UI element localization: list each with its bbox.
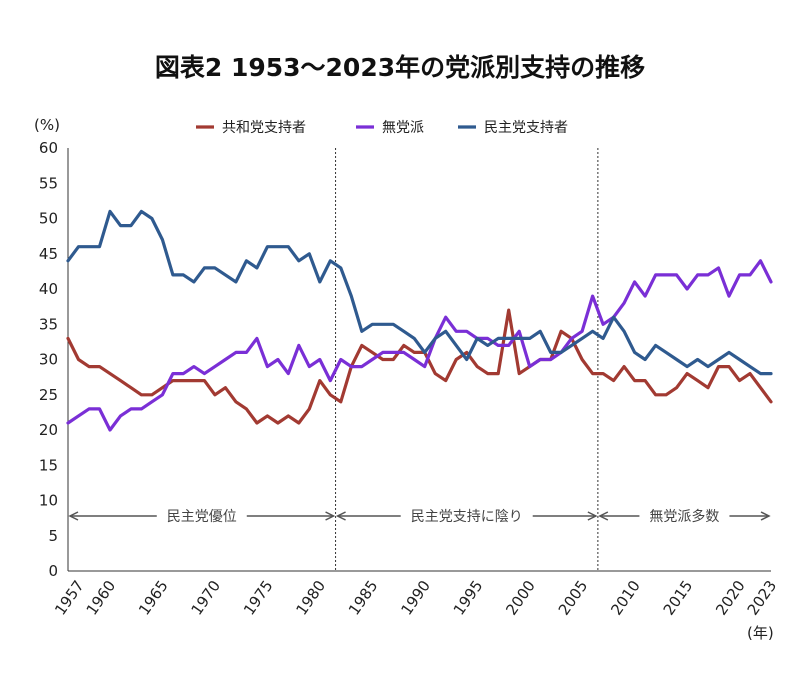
- arrow-head-right: [587, 511, 598, 521]
- y-tick-label: 35: [39, 315, 58, 333]
- arrow-head-left: [68, 511, 79, 521]
- period-label: 民主党優位: [167, 509, 237, 525]
- x-tick-label: 2015: [660, 577, 697, 619]
- period-annotations: 民主党優位 民主党支持に陰り 無党派多数: [68, 508, 771, 525]
- x-tick-label: 1985: [345, 577, 382, 619]
- y-tick-label: 30: [39, 351, 58, 369]
- axes: [67, 148, 771, 572]
- chart-title: 図表2 1953～2023年の党派別支持の推移: [154, 53, 646, 82]
- x-tick-label: 1957: [51, 577, 88, 619]
- y-tick-label: 55: [39, 174, 58, 192]
- x-tick-label: 1965: [135, 577, 172, 619]
- x-tick-label: 2010: [607, 577, 644, 619]
- x-tick-label: 2000: [502, 577, 539, 619]
- arrow-head-right: [760, 511, 771, 521]
- y-axis-ticks: 0 5 10 15 20 25 30 35 40 45 50 55 60: [39, 139, 58, 580]
- y-tick-label: 15: [39, 456, 58, 474]
- legend-label-2: 民主党支持者: [484, 120, 568, 136]
- legend-label-0: 共和党支持者: [222, 120, 306, 136]
- y-tick-label: 10: [39, 492, 58, 510]
- y-tick-label: 20: [39, 421, 58, 439]
- x-tick-label: 1970: [188, 577, 225, 619]
- y-tick-label: 40: [39, 280, 58, 298]
- period-label: 民主党支持に陰り: [411, 509, 523, 525]
- y-axis-unit-label: (%): [34, 116, 60, 134]
- x-tick-label: 1960: [83, 577, 120, 619]
- x-axis-unit-label: (年): [747, 624, 774, 642]
- arrow-head-right: [325, 511, 336, 521]
- y-tick-label: 45: [39, 245, 58, 263]
- legend-label-1: 無党派: [382, 120, 424, 136]
- series-line-0: [66, 308, 773, 425]
- x-tick-label: 2005: [555, 577, 592, 619]
- arrow-head-left: [335, 511, 346, 521]
- y-tick-label: 0: [48, 562, 58, 580]
- x-tick-label: 1975: [240, 577, 277, 619]
- x-tick-label: 1980: [292, 577, 329, 619]
- legend: 共和党支持者 無党派 民主党支持者: [196, 120, 568, 136]
- series-lines: [66, 209, 773, 432]
- x-tick-label: 2020: [712, 577, 749, 619]
- period-label: 無党派多数: [649, 508, 719, 525]
- x-tick-label: 1990: [397, 577, 434, 619]
- y-tick-label: 50: [39, 210, 58, 228]
- x-tick-label: 2023: [744, 577, 781, 619]
- arrow-head-left: [598, 511, 609, 521]
- series-line-1: [66, 259, 773, 432]
- y-tick-label: 5: [48, 527, 58, 545]
- series-line-2: [66, 209, 773, 376]
- period-dividers: [335, 148, 599, 571]
- x-tick-label: 1995: [450, 577, 487, 619]
- y-tick-label: 60: [39, 139, 58, 157]
- y-tick-label: 25: [39, 386, 58, 404]
